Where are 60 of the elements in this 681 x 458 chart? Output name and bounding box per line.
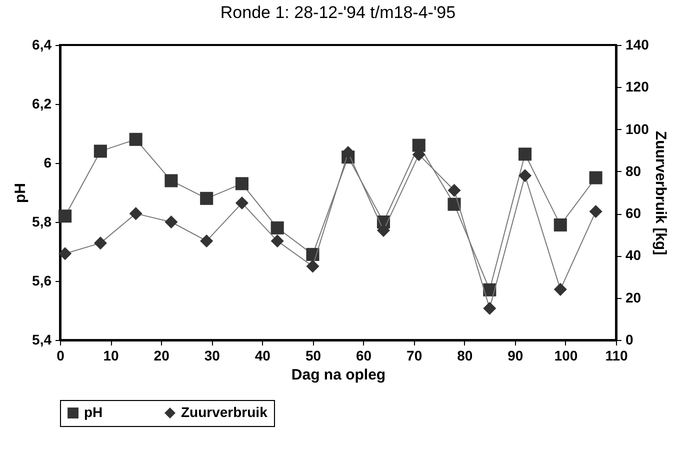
point (483, 302, 496, 315)
legend-label: pH (84, 404, 103, 420)
point (58, 210, 72, 223)
chart-title: Ronde 1: 28-12-'94 t/m18-4-'95 (220, 3, 456, 22)
point (342, 146, 355, 159)
point (589, 171, 602, 184)
point (94, 144, 107, 158)
y2-tick-label: 0 (626, 332, 634, 348)
point (200, 192, 214, 205)
point (518, 148, 532, 161)
point (235, 177, 248, 190)
point (164, 174, 178, 188)
y-tick-label: 6,4 (32, 36, 52, 52)
point (270, 234, 284, 248)
y-tick-label: 5,6 (32, 272, 52, 288)
x-tick-label: 0 (56, 348, 65, 364)
y-axis-title: pH (12, 183, 30, 203)
point (554, 218, 567, 232)
x-tick-label: 30 (204, 348, 220, 364)
y-tick-label: 5,8 (32, 214, 52, 230)
x-tick-label: 40 (254, 348, 271, 364)
point (518, 169, 532, 182)
point (58, 247, 72, 260)
point (554, 282, 567, 296)
point (129, 132, 142, 146)
y2-tick-label: 80 (626, 162, 642, 179)
x-tick-label: 70 (406, 348, 422, 364)
x-tick-label: 90 (508, 348, 524, 364)
x-axis-title: Dag na opleg (291, 366, 386, 384)
x-tick-label: 80 (457, 348, 473, 364)
point (376, 224, 390, 237)
y2-tick-label: 140 (626, 36, 650, 52)
y2-axis-title: Zuurverbruik [kg] (652, 130, 669, 256)
y-tick-label: 5,4 (32, 332, 52, 348)
point (164, 215, 178, 229)
y2-tick-label: 60 (626, 205, 642, 222)
point (200, 234, 214, 248)
legend-label: Zuurverbruik (181, 404, 268, 420)
point (306, 248, 320, 261)
y-tick-label: 6,2 (32, 96, 52, 112)
y2-tick-label: 100 (626, 120, 650, 137)
point (235, 196, 248, 210)
x-tick-label: 60 (356, 348, 372, 364)
y2-tick-label: 40 (626, 247, 642, 264)
x-tick-label: 10 (103, 348, 120, 364)
y-tick-label: 6 (44, 154, 52, 170)
point (129, 207, 142, 220)
y2-tick-label: 20 (626, 289, 642, 306)
x-tick-label: 100 (554, 348, 578, 364)
point (306, 260, 320, 273)
x-tick-label: 110 (605, 348, 628, 364)
point (270, 221, 284, 234)
x-tick-label: 20 (154, 348, 170, 364)
x-tick-label: 50 (305, 348, 322, 364)
point (94, 236, 107, 250)
y2-tick-label: 120 (626, 78, 650, 95)
point (448, 198, 461, 211)
point (412, 138, 426, 152)
point (589, 204, 602, 218)
point (448, 184, 461, 197)
